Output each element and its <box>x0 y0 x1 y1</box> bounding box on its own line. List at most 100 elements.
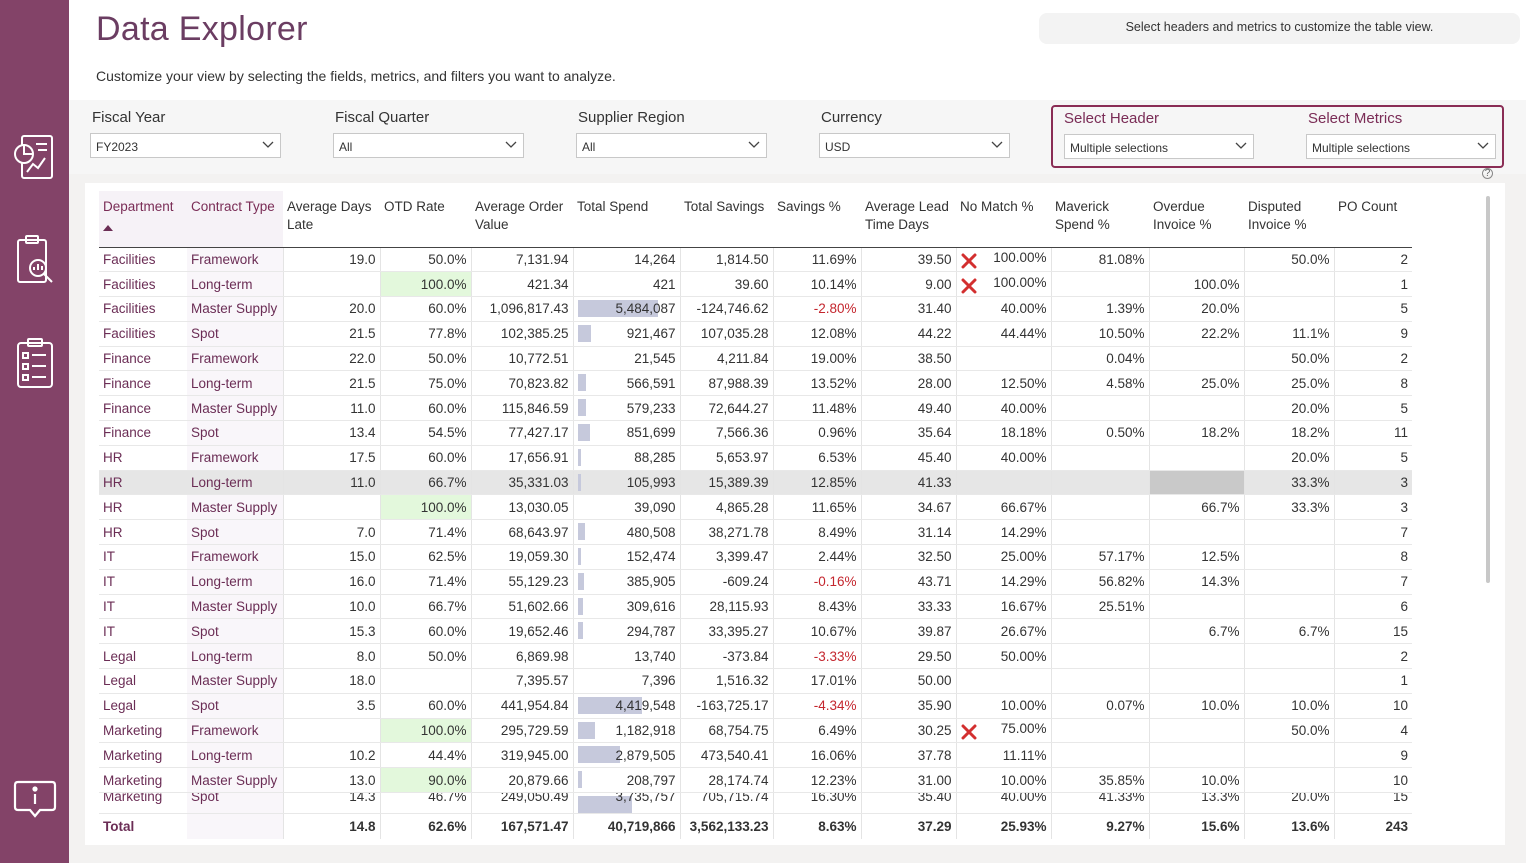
cell-disputed-invoice <box>1243 594 1334 620</box>
table-row[interactable]: HR Master Supply 100.0% 13,030.05 39,090 4,86… <box>99 494 1412 521</box>
cell-contract-type: Spot <box>187 792 283 814</box>
cell-maverick-spend <box>1050 643 1149 670</box>
table-row[interactable]: Finance Master Supply 11.0 60.0% 115,846.59 5… <box>99 395 1412 422</box>
table-row[interactable]: Marketing Framework 100.0% 295,729.59 1,182,… <box>99 718 1412 744</box>
cell-savings-pct: 6.53% <box>772 445 861 471</box>
table-row[interactable]: Facilities Master Supply 20.0 60.0% 1,096,81… <box>99 296 1412 322</box>
cell-savings-pct: 13.52% <box>772 370 861 397</box>
column-header-po-count[interactable]: PO Count <box>1334 191 1412 248</box>
cell-otd-rate: 100.0% <box>379 494 471 521</box>
help-icon[interactable]: ? <box>1482 168 1493 179</box>
cell-no-match-pct: 25.00% <box>955 544 1051 570</box>
cell-contract-type: Spot <box>187 420 283 446</box>
fiscal-quarter-dropdown[interactable]: All <box>333 133 524 158</box>
table-row[interactable]: Finance Framework 22.0 50.0% 10,772.51 21,545… <box>99 346 1412 372</box>
column-header-total-savings[interactable]: Total Savings <box>680 191 773 248</box>
cell-total-savings: 68,754.75 <box>679 718 773 744</box>
fiscal-year-dropdown[interactable]: FY2023 <box>90 133 281 158</box>
cell-department: IT <box>99 569 187 595</box>
table-row[interactable]: IT Master Supply 10.0 66.7% 51,602.66 309,616… <box>99 594 1412 620</box>
table-row[interactable]: Marketing Long-term 10.2 44.4% 319,945.00 2,8… <box>99 742 1412 769</box>
table-row[interactable]: IT Spot 15.3 60.0% 19,652.46 294,787 33,395.27… <box>99 618 1412 645</box>
table-row[interactable]: Legal Long-term 8.0 50.0% 6,869.98 13,740 -373… <box>99 643 1412 670</box>
total-avg-days-late: 14.8 <box>282 812 380 839</box>
cell-department: Finance <box>99 370 187 397</box>
report-chart-icon[interactable] <box>10 130 60 186</box>
select-header-dropdown[interactable]: Multiple selections <box>1064 134 1254 159</box>
cell-total-spend: 851,699 <box>572 420 680 446</box>
table-row[interactable]: Marketing Master Supply 13.0 90.0% 20,879.66… <box>99 767 1412 794</box>
column-header-avg-lead-time[interactable]: Average Lead Time Days <box>861 191 956 248</box>
cell-total-spend: 1,182,918 <box>572 718 680 744</box>
cell-avg-lead-time: 50.00 <box>860 668 956 694</box>
table-row[interactable]: Legal Master Supply 18.0 7,395.57 7,396 1,516… <box>99 668 1412 694</box>
table-row[interactable]: Facilities Spot 21.5 77.8% 102,385.25 921,467… <box>99 321 1412 347</box>
cell-po-count: 15 <box>1333 792 1412 814</box>
table-row[interactable]: HR Long-term 11.0 66.7% 35,331.03 105,993 15,3… <box>99 470 1412 496</box>
table-row[interactable]: Finance Long-term 21.5 75.0% 70,823.82 566,59… <box>99 370 1412 397</box>
table-row[interactable]: Finance Spot 13.4 54.5% 77,427.17 851,699 7,56… <box>99 420 1412 446</box>
data-table-panel: Department Contract Type Average Days La… <box>85 183 1505 845</box>
magnify-document-icon[interactable] <box>10 232 60 288</box>
cell-overdue-invoice: 66.7% <box>1148 494 1244 521</box>
column-header-total-spend[interactable]: Total Spend <box>573 191 680 248</box>
column-header-savings-pct[interactable]: Savings % <box>773 191 861 248</box>
total-row: Total 14.8 62.6% 167,571.47 40,719,866 3… <box>99 812 1412 839</box>
column-header-disputed-invoice[interactable]: Disputed Invoice % <box>1244 191 1334 248</box>
column-header-department[interactable]: Department <box>99 191 187 248</box>
cell-avg-days-late: 10.0 <box>282 594 380 620</box>
spend-data-bar <box>577 374 586 392</box>
cell-contract-type: Long-term <box>187 569 283 595</box>
cell-avg-days-late: 17.5 <box>282 445 380 471</box>
column-header-contract-type[interactable]: Contract Type <box>187 191 283 248</box>
cell-contract-type: Master Supply <box>187 594 283 620</box>
cell-avg-order-value: 68,643.97 <box>470 519 573 546</box>
column-header-no-match-pct[interactable]: No Match % <box>956 191 1051 248</box>
column-header-avg-order-value[interactable]: Average Order Value <box>471 191 573 248</box>
checklist-icon[interactable] <box>10 335 60 391</box>
cell-otd-rate: 66.7% <box>379 594 471 620</box>
table-row[interactable]: Legal Spot 3.5 60.0% 441,954.84 4,419,548 -163… <box>99 693 1412 719</box>
cell-avg-days-late: 22.0 <box>282 346 380 372</box>
cell-no-match-pct: 10.00% <box>955 767 1051 794</box>
vertical-scrollbar[interactable] <box>1486 196 1490 583</box>
table-row[interactable]: IT Framework 15.0 62.5% 19,059.30 152,474 3,39… <box>99 544 1412 570</box>
column-header-maverick-spend[interactable]: Maverick Spend % <box>1051 191 1149 248</box>
table-row[interactable]: HR Framework 17.5 60.0% 17,656.91 88,285 5,653… <box>99 445 1412 471</box>
supplier-region-dropdown[interactable]: All <box>576 133 767 158</box>
cell-maverick-spend <box>1050 668 1149 694</box>
cell-maverick-spend: 56.82% <box>1050 569 1149 595</box>
select-metrics-dropdown[interactable]: Multiple selections <box>1306 134 1496 159</box>
spend-value: 421 <box>652 276 676 292</box>
cell-disputed-invoice: 50.0% <box>1243 346 1334 372</box>
cell-otd-rate: 66.7% <box>379 470 471 496</box>
cell-overdue-invoice: 6.7% <box>1148 618 1244 645</box>
column-header-avg-days-late[interactable]: Average Days Late <box>283 191 380 248</box>
cell-total-savings: 28,115.93 <box>679 594 773 620</box>
table-row[interactable]: Marketing Spot 14.3 46.7% 249,050.49 3,735,75… <box>99 792 1412 814</box>
table-row[interactable]: Facilities Long-term 100.0% 421.34 421 39.60 1… <box>99 271 1412 298</box>
cell-total-spend: 5,484,087 <box>572 296 680 322</box>
cell-avg-days-late: 15.3 <box>282 618 380 645</box>
cell-no-match-pct: 11.11% <box>955 742 1051 769</box>
cell-no-match-pct: 12.50% <box>955 370 1051 397</box>
page-header: Data Explorer Customize your view by sel… <box>69 0 1526 100</box>
column-header-overdue-invoice[interactable]: Overdue Invoice % <box>1149 191 1244 248</box>
cell-department: Finance <box>99 346 187 372</box>
cell-no-match-pct: 100.00% <box>955 271 1051 298</box>
table-row[interactable]: Facilities Framework 19.0 50.0% 7,131.94 14,2… <box>99 247 1412 273</box>
currency-dropdown[interactable]: USD <box>819 133 1010 158</box>
cell-contract-type: Long-term <box>187 470 283 496</box>
table-row[interactable]: IT Long-term 16.0 71.4% 55,129.23 385,905 -609… <box>99 569 1412 595</box>
spend-data-bar <box>577 721 595 739</box>
cell-savings-pct: 8.49% <box>772 519 861 546</box>
cell-total-savings: 705,715.74 <box>679 792 773 814</box>
info-chat-icon[interactable] <box>10 772 60 828</box>
cell-savings-pct: -3.33% <box>772 643 861 670</box>
column-header-otd-rate[interactable]: OTD Rate <box>380 191 471 248</box>
spend-value: 3,735,757 <box>615 792 676 805</box>
cell-po-count: 3 <box>1333 470 1412 496</box>
table-row[interactable]: HR Spot 7.0 71.4% 68,643.97 480,508 38,271.78 8… <box>99 519 1412 546</box>
cell-otd-rate: 71.4% <box>379 519 471 546</box>
chevron-down-icon <box>262 141 274 148</box>
